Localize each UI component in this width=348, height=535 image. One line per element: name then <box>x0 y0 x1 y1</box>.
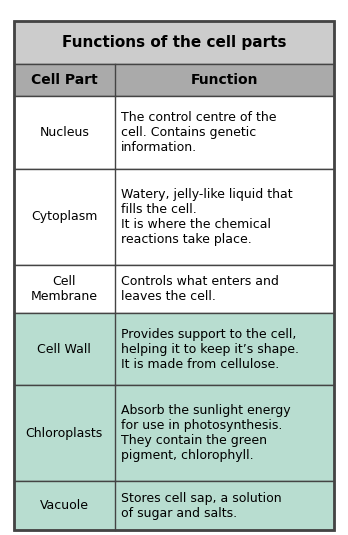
FancyBboxPatch shape <box>14 64 334 96</box>
FancyBboxPatch shape <box>14 169 334 265</box>
Text: Vacuole: Vacuole <box>40 499 89 512</box>
Text: Functions of the cell parts: Functions of the cell parts <box>62 35 286 50</box>
FancyBboxPatch shape <box>14 482 334 530</box>
FancyBboxPatch shape <box>14 96 334 169</box>
FancyBboxPatch shape <box>14 313 334 385</box>
FancyBboxPatch shape <box>14 21 334 64</box>
Text: Cytoplasm: Cytoplasm <box>31 210 97 223</box>
FancyBboxPatch shape <box>14 385 334 482</box>
Text: Function: Function <box>191 73 258 87</box>
Text: Cell Wall: Cell Wall <box>37 342 91 356</box>
Text: The control centre of the
cell. Contains genetic
information.: The control centre of the cell. Contains… <box>121 111 277 154</box>
Text: Watery, jelly-like liquid that
fills the cell.
It is where the chemical
reaction: Watery, jelly-like liquid that fills the… <box>121 188 293 246</box>
Text: Cell
Membrane: Cell Membrane <box>31 275 98 303</box>
FancyBboxPatch shape <box>14 265 334 313</box>
Text: Stores cell sap, a solution
of sugar and salts.: Stores cell sap, a solution of sugar and… <box>121 492 282 519</box>
Text: Nucleus: Nucleus <box>39 126 89 139</box>
Text: Cell Part: Cell Part <box>31 73 98 87</box>
Text: Provides support to the cell,
helping it to keep it’s shape.
It is made from cel: Provides support to the cell, helping it… <box>121 327 299 371</box>
Text: Absorb the sunlight energy
for use in photosynthesis.
They contain the green
pig: Absorb the sunlight energy for use in ph… <box>121 404 291 462</box>
Text: Chloroplasts: Chloroplasts <box>26 427 103 440</box>
Text: Controls what enters and
leaves the cell.: Controls what enters and leaves the cell… <box>121 275 279 303</box>
